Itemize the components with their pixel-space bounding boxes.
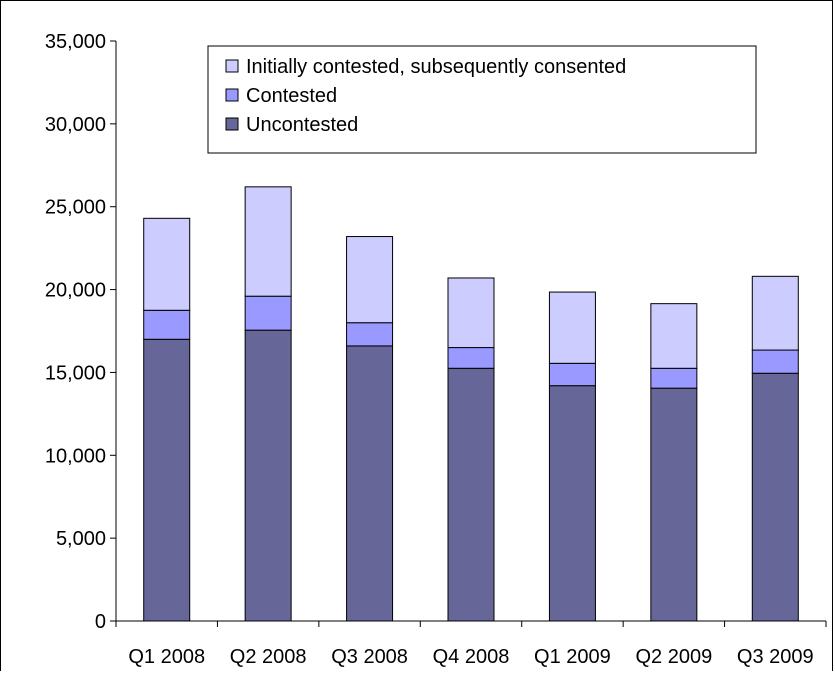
y-tick-label: 20,000 [45, 280, 106, 302]
bar-segment-initially-contested-subsequently-consented [346, 236, 394, 324]
bar-segment-initially-contested-subsequently-consented [143, 217, 191, 311]
legend-swatch [225, 117, 239, 131]
y-tick-label: 35,000 [45, 31, 106, 53]
bar-segment-contested [244, 295, 292, 331]
x-category-label: Q1 2008 [128, 646, 205, 668]
y-axis: 0 5,000 10,000 15,000 20,000 25,000 30,000 35,0… [45, 31, 117, 633]
x-axis: Q1 2008 Q2 2008 Q3 2008 Q4 2008 Q1 2009 Q2 20… [115, 620, 827, 668]
bar-segment-initially-contested-subsequently-consented [447, 277, 495, 349]
y-tick-label: 15,000 [45, 362, 106, 384]
bar-segment-contested [346, 322, 394, 347]
bar-segment-contested [447, 347, 495, 369]
y-tick-label: 30,000 [45, 114, 106, 136]
legend-label: Initially contested, subsequently consen… [246, 56, 626, 78]
legend-swatch [225, 59, 239, 73]
legend-swatch [225, 88, 239, 102]
bar-segment-contested [650, 367, 698, 389]
x-category-label: Q3 2008 [331, 646, 408, 668]
legend-label: Contested [246, 85, 337, 107]
bar-segment-contested [548, 362, 596, 387]
bars [143, 186, 799, 622]
bar-segment-uncontested [346, 345, 394, 622]
y-tick-label: 10,000 [45, 445, 106, 467]
bar-segment-initially-contested-subsequently-consented [548, 291, 596, 364]
x-category-label: Q3 2009 [737, 646, 814, 668]
legend-label: Uncontested [246, 114, 358, 136]
bar-segment-contested [143, 309, 191, 340]
legend-box [207, 45, 757, 154]
bar-segment-uncontested [244, 329, 292, 622]
bar-segment-initially-contested-subsequently-consented [244, 186, 292, 297]
bar-segment-initially-contested-subsequently-consented [751, 275, 799, 351]
bar-segment-uncontested [751, 372, 799, 622]
bar-segment-uncontested [548, 385, 596, 622]
legend: Initially contested, subsequently consen… [207, 45, 757, 154]
y-tick-label: 25,000 [45, 197, 106, 219]
bar-segment-uncontested [650, 387, 698, 622]
x-category-label: Q2 2008 [230, 646, 307, 668]
x-category-label: Q4 2008 [433, 646, 510, 668]
bar-segment-uncontested [143, 338, 191, 622]
bar-segment-uncontested [447, 367, 495, 622]
y-tick-label: 5,000 [56, 528, 106, 550]
bar-segment-initially-contested-subsequently-consented [650, 303, 698, 369]
x-category-label: Q1 2009 [534, 646, 611, 668]
y-tick-label: 0 [95, 611, 106, 633]
x-category-label: Q2 2009 [635, 646, 712, 668]
bar-segment-contested [751, 349, 799, 374]
